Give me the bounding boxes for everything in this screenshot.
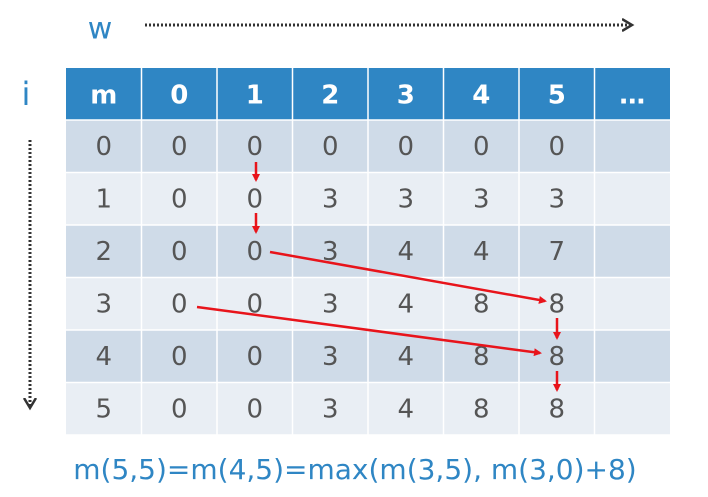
header-cell: 5 [548, 81, 566, 111]
table-cell: 0 [171, 394, 188, 424]
table-cell: 5 [95, 394, 112, 424]
table-cell: 2 [95, 237, 112, 267]
table-cell: 3 [95, 289, 112, 319]
table-cell: 0 [322, 132, 339, 162]
i-label: i [22, 75, 31, 113]
table-cell: 4 [397, 289, 414, 319]
table-cell: 0 [397, 132, 414, 162]
table-cell: 3 [397, 184, 414, 214]
table-cell: 3 [473, 184, 490, 214]
table: m 0 1 2 3 4 5 … 0 0 0 0 0 0 0 1 0 0 3 3 3 3 2 0 0 3 4 4 7 3 0 0 3 4 8 8 4 0 0 3… [66, 68, 670, 436]
table-cell: 8 [548, 342, 565, 372]
table-cell: 0 [548, 132, 565, 162]
formula: m(5,5)=m(4,5)=max(m(3,5), m(3,0)+8) [73, 453, 636, 486]
header-cell: 4 [472, 81, 490, 111]
table-cell: 0 [246, 184, 263, 214]
header-cell: … [619, 81, 645, 111]
table-cell: 3 [322, 237, 339, 267]
table-cell: 8 [473, 342, 490, 372]
table-cell: 3 [322, 184, 339, 214]
table-cell: 0 [171, 184, 188, 214]
header-cell: m [90, 81, 117, 111]
table-cell: 3 [548, 184, 565, 214]
table-cell: 0 [171, 132, 188, 162]
table-cell: 4 [397, 394, 414, 424]
table-cell: 0 [246, 394, 263, 424]
table-cell: 0 [246, 289, 263, 319]
red-arrows [196, 162, 561, 392]
table-cell: 0 [246, 132, 263, 162]
table-cell: 0 [171, 237, 188, 267]
table-cell: 8 [548, 394, 565, 424]
arrow [196, 305, 542, 357]
header-cell: 0 [170, 81, 188, 111]
table-cell: 3 [322, 289, 339, 319]
table-cell: 0 [171, 342, 188, 372]
table-cell: 8 [473, 289, 490, 319]
table-cell: 4 [397, 342, 414, 372]
table-cell: 3 [322, 394, 339, 424]
table-cell: 4 [95, 342, 112, 372]
table-cell: 8 [548, 289, 565, 319]
header-cell: 2 [321, 81, 339, 111]
table-cell: 7 [548, 237, 565, 267]
header-cell: 1 [246, 81, 264, 111]
table-cell: 3 [322, 342, 339, 372]
table-cell: 0 [473, 132, 490, 162]
w-label: w [88, 12, 113, 47]
header-cell: 3 [397, 81, 415, 111]
table-cell: 0 [246, 237, 263, 267]
table-cell: 0 [95, 132, 112, 162]
table-cell: 4 [397, 237, 414, 267]
table-cell: 0 [246, 342, 263, 372]
table-cell: 1 [95, 184, 112, 214]
table-cell: 4 [473, 237, 490, 267]
table-cell: 8 [473, 394, 490, 424]
arrow [269, 250, 547, 304]
table-cell: 0 [171, 289, 188, 319]
